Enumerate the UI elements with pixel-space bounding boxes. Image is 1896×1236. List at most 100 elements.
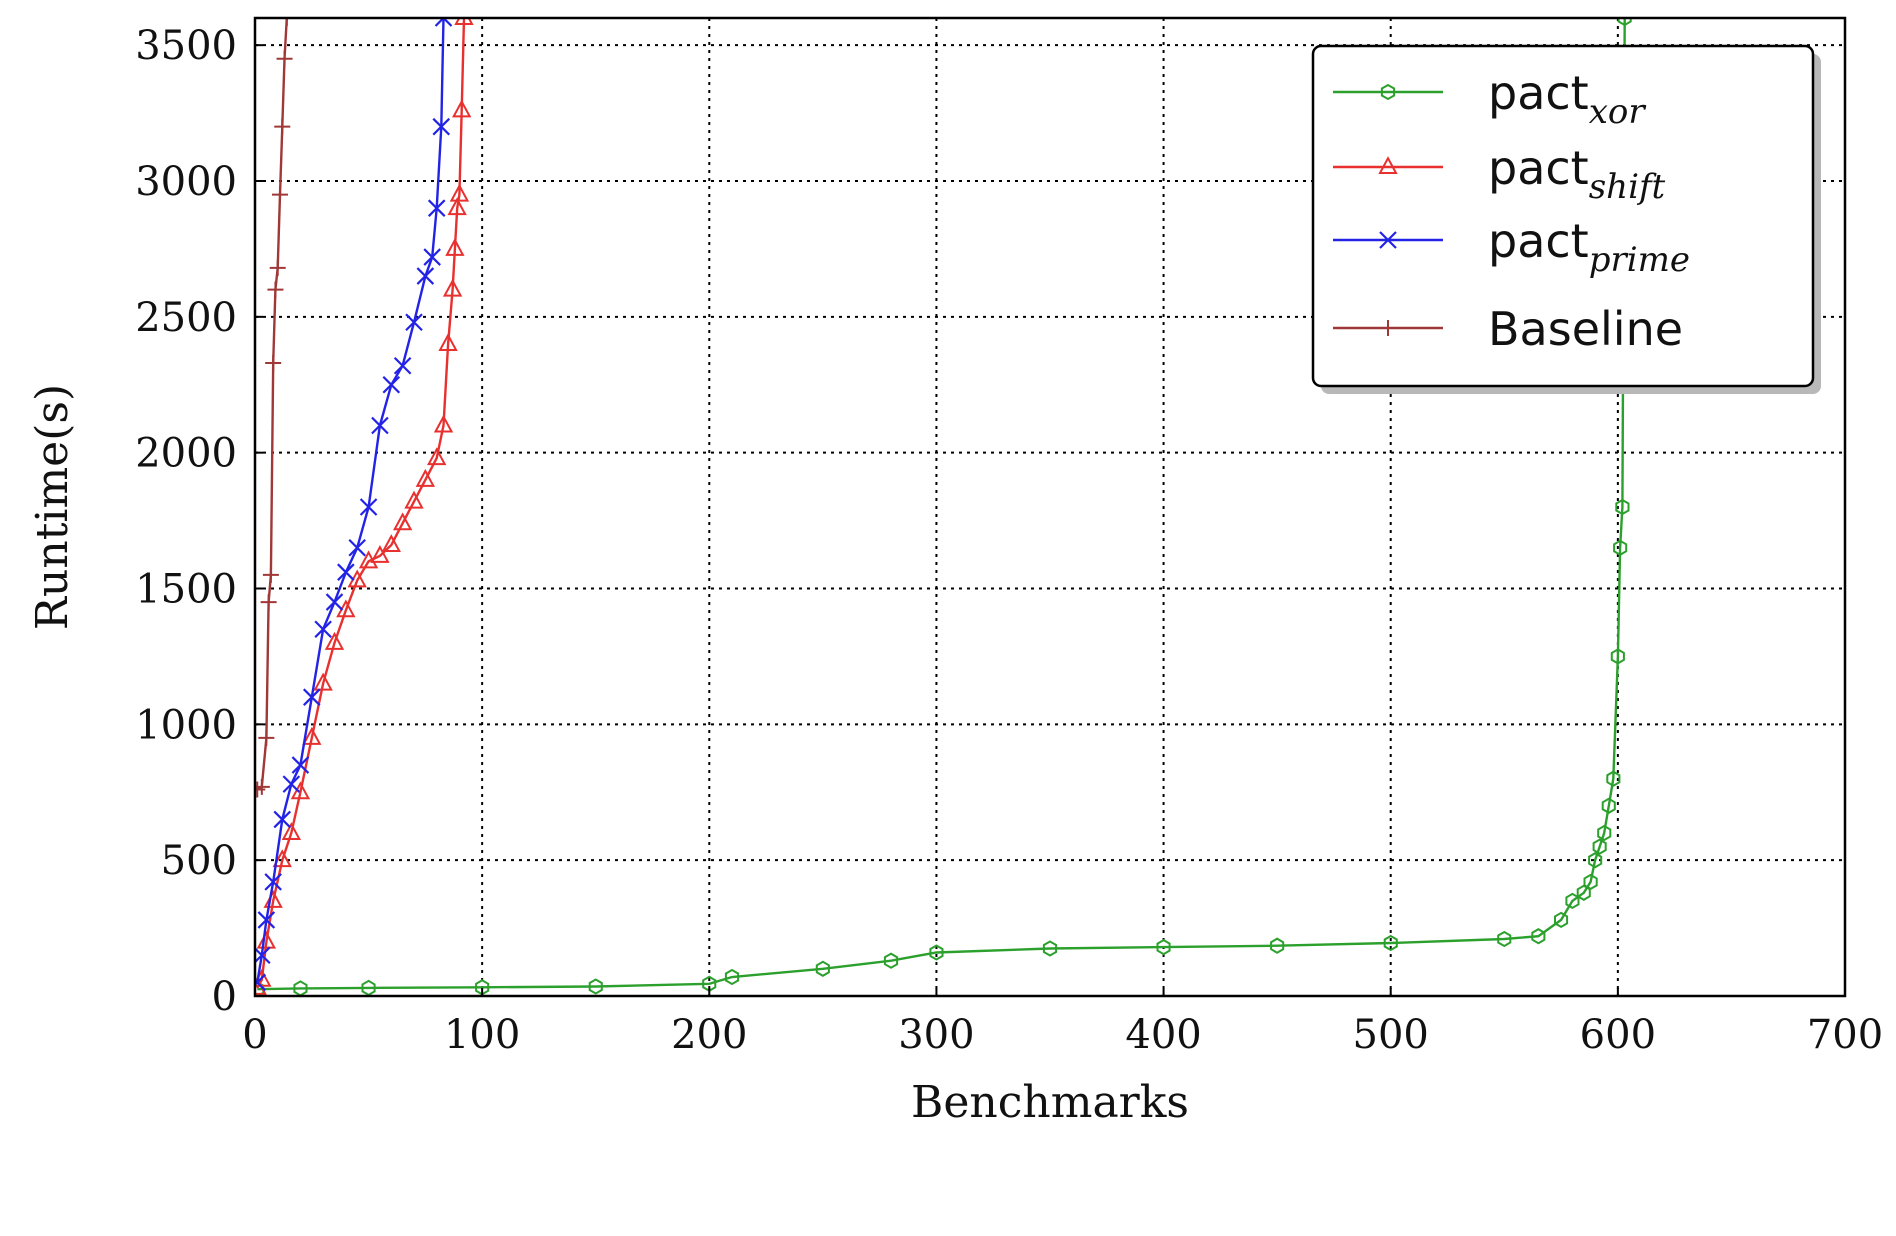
data-point — [325, 593, 344, 611]
data-point — [442, 278, 463, 297]
x-tick-label: 500 — [1353, 1012, 1429, 1058]
legend-entry: pactprime — [1333, 214, 1690, 280]
y-tick-label: 2000 — [135, 431, 237, 477]
data-point — [267, 281, 284, 298]
series-line — [256, 18, 445, 983]
data-point — [274, 118, 291, 135]
y-tick-label: 1000 — [135, 702, 237, 748]
data-point — [1378, 156, 1398, 174]
data-point — [1270, 937, 1285, 954]
data-point — [302, 727, 322, 745]
data-point — [278, 18, 295, 26]
data-point — [1592, 838, 1607, 855]
data-point — [1615, 498, 1630, 516]
data-point — [1383, 934, 1398, 952]
data-point — [273, 810, 292, 829]
data-point — [1610, 648, 1625, 665]
data-point — [434, 18, 453, 27]
data-point — [588, 978, 603, 995]
data-point — [382, 375, 401, 394]
x-tick-label: 0 — [242, 1012, 267, 1058]
data-point — [271, 186, 288, 203]
y-tick-label: 1500 — [135, 567, 237, 613]
x-tick-label: 600 — [1580, 1012, 1656, 1058]
data-point — [1588, 852, 1603, 869]
data-point — [313, 672, 333, 691]
data-point — [1531, 928, 1546, 945]
data-point — [255, 778, 270, 795]
x-tick-label: 100 — [444, 1012, 520, 1058]
data-point — [427, 447, 447, 466]
series-line — [256, 18, 466, 989]
data-point — [260, 594, 277, 611]
series-baseline — [255, 18, 295, 798]
legend-label: pactxor — [1488, 66, 1646, 132]
data-point — [423, 248, 441, 266]
x-tick-label: 200 — [671, 1012, 747, 1058]
data-point — [269, 259, 286, 276]
data-point — [1554, 911, 1569, 929]
legend-entry: pactxor — [1333, 66, 1646, 132]
x-tick-label: 700 — [1807, 1012, 1883, 1058]
data-point — [276, 50, 293, 67]
data-point — [415, 468, 436, 487]
data-point — [724, 968, 740, 986]
y-tick-label: 500 — [161, 838, 237, 884]
y-tick-label: 2500 — [135, 295, 237, 341]
data-point — [404, 490, 424, 509]
data-point — [348, 538, 366, 557]
series-prime — [255, 18, 453, 992]
data-point — [262, 566, 279, 583]
data-point — [359, 498, 378, 516]
series-line — [256, 18, 288, 791]
data-point — [272, 849, 292, 868]
data-point — [449, 183, 470, 202]
data-point — [452, 99, 472, 118]
data-point — [1601, 797, 1616, 814]
y-tick-label: 3500 — [135, 23, 237, 69]
data-point — [1042, 940, 1058, 957]
data-point — [370, 544, 390, 563]
x-tick-label: 400 — [1125, 1012, 1201, 1058]
series-layer — [255, 18, 1632, 996]
data-point — [255, 946, 271, 965]
data-point — [445, 238, 465, 256]
data-point — [447, 197, 467, 216]
data-point — [432, 117, 451, 136]
data-point — [883, 952, 899, 969]
data-point — [265, 355, 282, 372]
data-point — [1497, 930, 1512, 948]
data-point — [281, 822, 302, 840]
series-line — [257, 18, 1626, 991]
data-point — [438, 333, 458, 351]
data-point — [1613, 539, 1628, 556]
y-axis-title: Runtime(s) — [27, 384, 78, 630]
legend-box — [1311, 44, 1815, 388]
data-point — [433, 414, 454, 433]
data-point — [1583, 873, 1598, 891]
data-point — [337, 563, 355, 581]
data-point — [405, 313, 423, 332]
data-point — [929, 944, 944, 961]
plot-frame — [253, 16, 1847, 998]
x-tick-label: 300 — [898, 1012, 974, 1058]
data-point — [258, 729, 275, 746]
data-point — [1380, 83, 1396, 101]
legend-entry: pactshift — [1333, 141, 1666, 207]
data-point — [291, 756, 310, 774]
data-point — [454, 18, 474, 25]
data-point — [314, 620, 332, 639]
legend-label: pactshift — [1488, 141, 1666, 207]
x-axis-title: Benchmarks — [911, 1077, 1189, 1128]
data-point — [371, 416, 389, 435]
data-point — [1606, 770, 1621, 787]
ticks: 0 100 200 300 400 500 600 700 0 500 1000 1500 2000 25… — [135, 23, 1883, 1058]
legend-entry: Baseline — [1333, 302, 1683, 356]
data-point — [1597, 824, 1612, 842]
data-point — [256, 930, 277, 949]
grid — [255, 18, 1845, 996]
data-point — [264, 873, 282, 891]
data-point — [427, 199, 446, 217]
legend-label: Baseline — [1488, 302, 1683, 356]
